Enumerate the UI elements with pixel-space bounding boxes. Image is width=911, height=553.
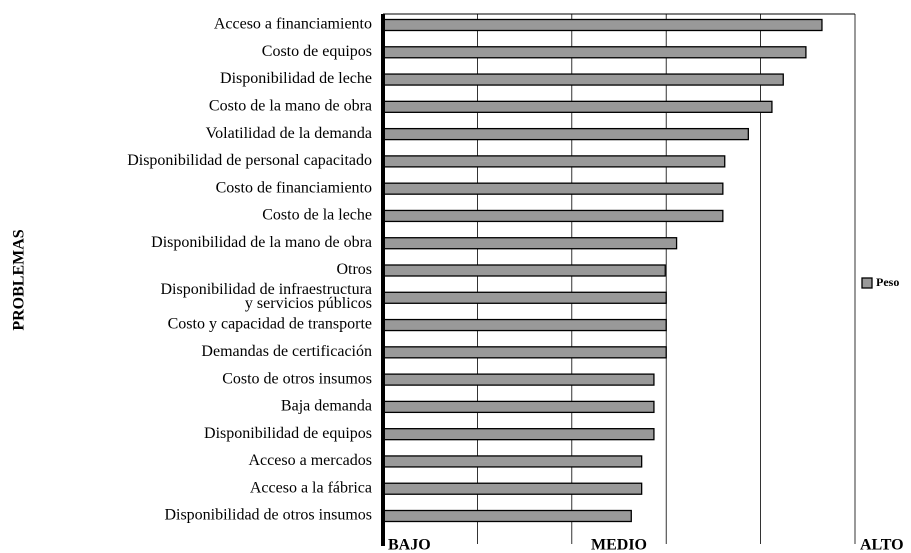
category-label: Acceso a la fábrica bbox=[250, 479, 372, 496]
bar bbox=[382, 509, 632, 523]
x-tick-label: MEDIO bbox=[591, 537, 647, 553]
bar bbox=[382, 373, 655, 386]
bar bbox=[382, 346, 667, 359]
bar bbox=[382, 127, 749, 141]
legend-swatch bbox=[861, 277, 873, 289]
category-label: Acceso a financiamiento bbox=[214, 16, 372, 33]
bar bbox=[382, 264, 666, 277]
bar bbox=[382, 455, 643, 468]
bar bbox=[382, 155, 726, 168]
bar bbox=[382, 318, 667, 332]
y-axis-label: PROBLEMAS bbox=[11, 229, 28, 330]
category-label: Disponibilidad de la mano de obra bbox=[151, 234, 372, 251]
bar bbox=[382, 18, 823, 32]
category-label: Costo de la mano de obra bbox=[209, 98, 372, 115]
category-label: Costo de la leche bbox=[262, 207, 372, 224]
category-label: Disponibilidad de otros insumos bbox=[164, 507, 372, 524]
bar bbox=[382, 291, 667, 304]
bar bbox=[382, 100, 773, 113]
category-label: Disponibilidad de infraestructura y servi… bbox=[161, 280, 373, 311]
category-label: Demandas de certificación bbox=[201, 343, 372, 360]
x-tick-label: BAJO bbox=[388, 537, 431, 553]
category-label-line: y servicios públicos bbox=[245, 294, 372, 311]
category-label: Costo de equipos bbox=[262, 43, 372, 60]
bar bbox=[382, 428, 655, 441]
category-label: Disponibilidad de leche bbox=[220, 70, 372, 87]
bar bbox=[382, 182, 724, 195]
category-label: Otros bbox=[336, 261, 372, 278]
category-label: Volatilidad de la demanda bbox=[206, 125, 372, 142]
category-label: Costo de otros insumos bbox=[222, 370, 372, 387]
category-label: Costo y capacidad de transporte bbox=[168, 316, 372, 333]
bar bbox=[382, 209, 724, 223]
category-label: Baja demanda bbox=[281, 398, 372, 415]
legend-label: Peso bbox=[876, 275, 899, 289]
bar bbox=[382, 46, 807, 59]
category-label: Disponibilidad de equipos bbox=[204, 425, 372, 442]
bar bbox=[382, 237, 678, 250]
category-label: Costo de financiamiento bbox=[216, 179, 372, 196]
category-label: Acceso a mercados bbox=[249, 452, 373, 469]
x-tick-label: ALTO bbox=[860, 537, 904, 553]
category-label: Disponibilidad de personal capacitado bbox=[127, 152, 372, 169]
bar bbox=[382, 400, 655, 414]
category-label-line: Disponibilidad de infraestructura bbox=[161, 280, 373, 297]
bar bbox=[382, 482, 643, 495]
bar bbox=[382, 73, 784, 86]
